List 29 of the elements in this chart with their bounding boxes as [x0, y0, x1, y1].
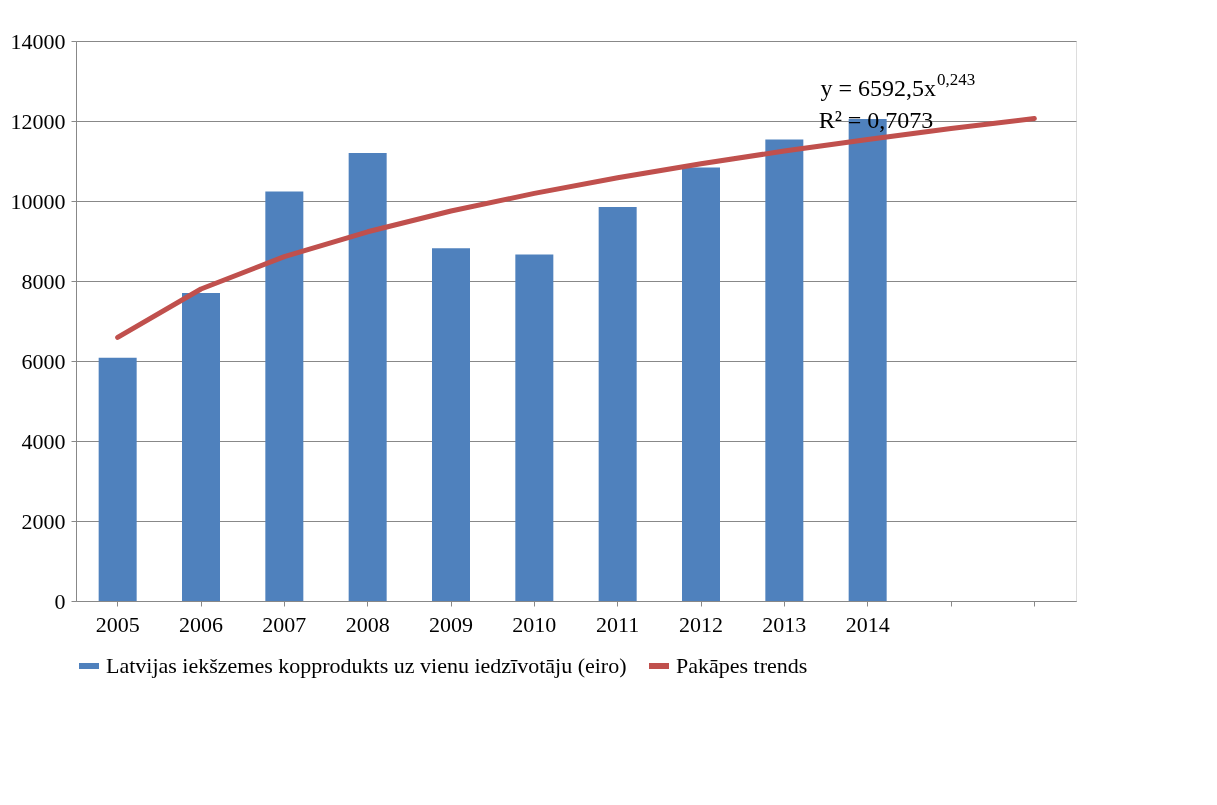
bar	[598, 207, 637, 601]
x-tick-label: 2013	[762, 611, 807, 637]
bar	[348, 153, 387, 601]
y-tick-label: 4000	[21, 428, 66, 454]
x-tick-label: 2010	[512, 611, 557, 637]
bar	[98, 357, 137, 601]
x-tick-label: 2007	[262, 611, 307, 637]
bar	[265, 191, 304, 601]
bar	[182, 293, 220, 601]
x-tick-label: 2006	[179, 611, 223, 637]
x-tick-label: 2011	[596, 611, 640, 637]
y-tick-label: 2000	[21, 508, 66, 534]
x-tick-label: 2009	[429, 611, 473, 637]
y-tick-label: 8000	[21, 268, 66, 294]
x-tick-label: 2008	[345, 611, 390, 637]
legend-label: Latvijas iekšzemes kopprodukts uz vienu iedzīvotāju (eiro)	[106, 653, 627, 678]
bar	[432, 248, 470, 601]
x-tick-label: 2005	[95, 611, 140, 637]
y-tick-label: 12000	[10, 108, 66, 134]
x-tick-label: 2012	[679, 611, 723, 637]
legend-label: Pakāpes trends	[676, 653, 808, 678]
y-tick-label: 10000	[10, 188, 66, 214]
y-tick-label: 14000	[10, 28, 66, 54]
x-tick-label: 2014	[845, 611, 890, 637]
y-tick-label: 0	[54, 588, 66, 614]
bar	[765, 139, 804, 601]
bar	[682, 167, 720, 601]
bar	[515, 254, 554, 601]
y-tick-label: 6000	[21, 348, 66, 374]
